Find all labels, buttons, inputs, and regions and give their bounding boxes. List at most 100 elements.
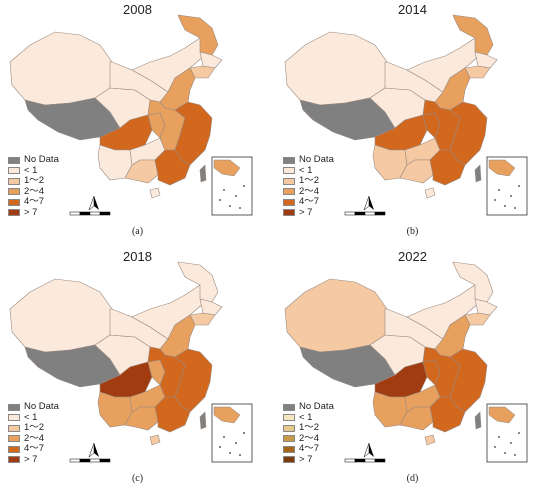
region-taiwan xyxy=(474,164,482,183)
legend-label: No Data xyxy=(24,154,59,165)
legend-swatch xyxy=(283,456,295,464)
legend-label: 1～2 xyxy=(299,175,320,186)
region-taiwan xyxy=(474,411,482,430)
legend-item-2-4: 2～4 xyxy=(8,186,59,198)
legend-item-2-4: 2～4 xyxy=(283,432,334,445)
legend: No Data < 1 1～2 2～4 4～7 > 7 xyxy=(283,401,334,466)
legend-label: 4～7 xyxy=(24,196,45,207)
panel-caption: (a) xyxy=(131,226,144,237)
north-arrow-icon xyxy=(94,196,99,210)
region-jilin xyxy=(474,298,498,316)
china-map xyxy=(9,14,253,216)
legend-item-1-2: 1～2 xyxy=(8,422,59,434)
north-arrow-icon xyxy=(369,443,374,457)
region-guangdong xyxy=(429,396,466,433)
legend-item-1-2: 1～2 xyxy=(283,175,334,187)
legend-swatch xyxy=(283,167,295,175)
map-panel-c: 2018 No Data < 1 1～2 2～4 4～7 > 7 (c) xyxy=(0,247,275,493)
legend-swatch xyxy=(283,445,295,453)
region-guangxi xyxy=(399,159,434,184)
legend-swatch xyxy=(283,198,295,206)
china-map xyxy=(284,261,528,463)
legend-swatch xyxy=(283,424,295,432)
legend-swatch xyxy=(283,177,295,185)
legend-label: 2～4 xyxy=(299,432,320,444)
legend-label: No Data xyxy=(299,401,334,412)
legend: No Data < 1 1～2 2～4 4～7 > 7 xyxy=(283,154,334,218)
map-panel-d: 2022 No Data < 1 1～2 2～4 4～7 > 7 (d) xyxy=(275,247,550,493)
south-china-sea-inset xyxy=(211,156,253,216)
scale-bar xyxy=(344,458,386,463)
region-jilin xyxy=(199,51,223,69)
legend-item-1-2: 1～2 xyxy=(8,175,59,187)
legend-swatch xyxy=(283,156,295,164)
legend-label: < 1 xyxy=(24,164,38,176)
legend-swatch xyxy=(8,156,20,164)
region-xinjiang xyxy=(284,278,388,353)
legend-swatch xyxy=(8,456,20,464)
legend-swatch xyxy=(283,414,295,422)
legend-swatch xyxy=(283,403,295,411)
region-east xyxy=(174,348,213,413)
region-east xyxy=(449,348,488,413)
region-jilin xyxy=(199,298,223,316)
region-east xyxy=(449,101,488,166)
region-xinjiang xyxy=(9,278,113,353)
south-china-sea-inset xyxy=(486,156,528,216)
region-east xyxy=(174,101,213,166)
region-taiwan xyxy=(199,164,207,183)
south-china-sea-inset xyxy=(211,403,253,463)
legend-item-lt1: < 1 xyxy=(283,164,334,177)
legend-label: > 7 xyxy=(24,453,38,465)
legend-label: < 1 xyxy=(24,411,38,423)
region-guangdong xyxy=(154,396,191,433)
legend-swatch xyxy=(283,435,295,443)
legend: No Data < 1 1～2 2～4 4～7 > 7 xyxy=(8,401,59,466)
legend-swatch xyxy=(8,403,20,411)
legend-item-gt7: > 7 xyxy=(283,454,334,466)
legend-item-no-data: No Data xyxy=(283,154,334,166)
legend-swatch xyxy=(8,414,20,422)
panel-year: 2022 xyxy=(398,249,427,264)
region-guangxi xyxy=(124,159,159,184)
legend-label: > 7 xyxy=(299,206,313,218)
legend-item-2-4: 2～4 xyxy=(8,433,59,445)
legend-item-gt7: > 7 xyxy=(8,453,59,466)
legend: No Data < 1 1～2 2～4 4～7 > 7 xyxy=(8,154,59,218)
legend-item-lt1: < 1 xyxy=(8,164,59,177)
region-hainan xyxy=(424,434,436,446)
panel-year: 2014 xyxy=(398,2,427,17)
region-guangxi xyxy=(124,406,159,431)
panel-caption: (b) xyxy=(406,226,419,237)
region-guangxi xyxy=(399,406,434,431)
scale-bar xyxy=(344,211,386,216)
legend-item-4-7: 4～7 xyxy=(8,443,59,455)
legend-label: < 1 xyxy=(299,164,313,176)
region-hainan xyxy=(424,187,436,199)
legend-label: No Data xyxy=(299,154,334,165)
legend-label: 4～7 xyxy=(299,196,320,207)
legend-swatch xyxy=(8,198,20,206)
legend-swatch xyxy=(8,424,20,432)
legend-item-1-2: 1～2 xyxy=(283,422,334,434)
legend-swatch xyxy=(8,445,20,453)
legend-label: 1～2 xyxy=(299,422,320,433)
legend-swatch xyxy=(8,188,20,196)
legend-swatch xyxy=(8,209,20,217)
legend-label: < 1 xyxy=(299,411,313,423)
map-panel-b: 2014 No Data < 1 1～2 2～4 4～7 > 7 (b) xyxy=(275,0,550,246)
region-hainan xyxy=(149,187,161,199)
legend-label: 4～7 xyxy=(24,443,45,454)
legend-label: 1～2 xyxy=(24,175,45,186)
china-map xyxy=(284,14,528,216)
panel-caption: (c) xyxy=(131,473,144,484)
legend-swatch xyxy=(8,435,20,443)
legend-item-no-data: No Data xyxy=(8,401,59,413)
region-jilin xyxy=(474,51,498,69)
region-hainan xyxy=(149,434,161,446)
legend-item-4-7: 4～7 xyxy=(283,443,334,455)
scale-bar xyxy=(69,458,111,463)
panel-year: 2018 xyxy=(123,249,152,264)
legend-item-4-7: 4～7 xyxy=(8,196,59,208)
north-arrow-icon xyxy=(94,443,99,457)
